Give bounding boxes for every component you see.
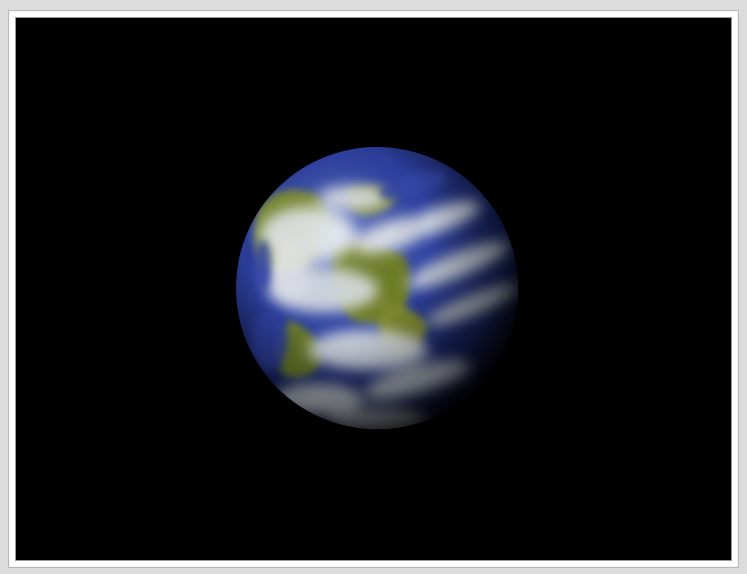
viewer-frame: [8, 10, 739, 568]
render-viewport-border: [15, 17, 732, 561]
render-viewport[interactable]: [18, 20, 729, 558]
planet-earth-icon[interactable]: [18, 20, 729, 558]
